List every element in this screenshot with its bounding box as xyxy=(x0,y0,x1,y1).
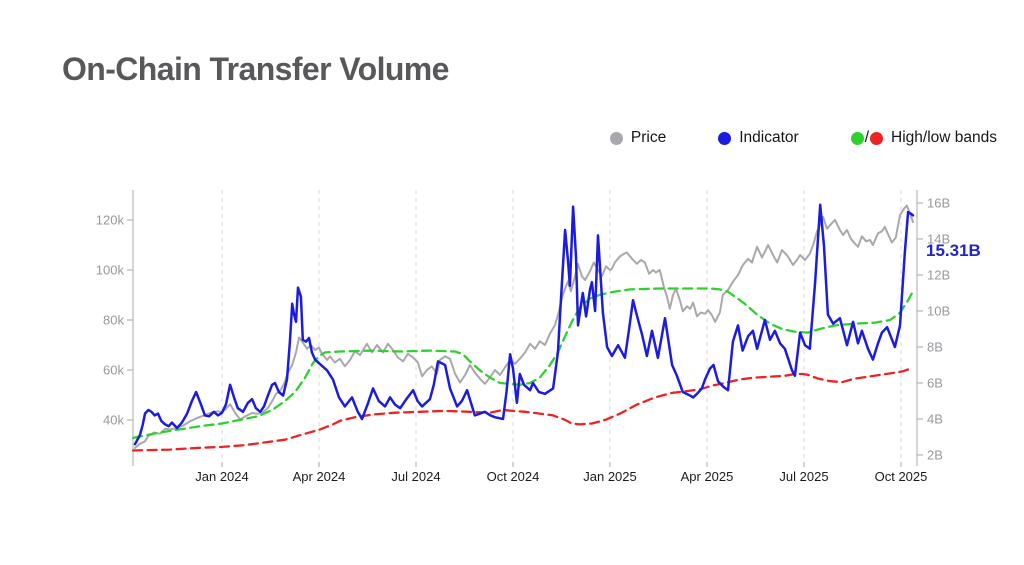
price-line xyxy=(134,204,914,449)
right-axis-tick-label: 8B xyxy=(927,340,943,355)
legend-separator: / xyxy=(864,129,870,146)
x-axis-tick-label: Jul 2024 xyxy=(391,469,440,484)
legend-label-indicator: Indicator xyxy=(739,129,799,146)
right-axis-tick-label: 16B xyxy=(927,196,950,211)
x-axis-tick-label: Oct 2025 xyxy=(875,469,928,484)
chart-legend: Price Indicator / High/low bands xyxy=(609,127,997,149)
x-axis-tick-label: Apr 2025 xyxy=(681,469,734,484)
legend-label-bands: High/low bands xyxy=(891,129,997,146)
left-axis-tick-label: 100k xyxy=(96,263,125,278)
high_band-line xyxy=(131,287,915,440)
right-axis-tick-label: 10B xyxy=(927,304,950,319)
indicator-legend-dot-icon xyxy=(718,131,732,145)
left-axis-tick-label: 80k xyxy=(103,313,124,328)
left-axis-tick-label: 60k xyxy=(103,363,124,378)
latest-value-annotation: 15.31B xyxy=(926,241,981,260)
x-axis-tick-label: Jan 2025 xyxy=(583,469,637,484)
right-axis-tick-label: 6B xyxy=(927,376,943,391)
right-axis-tick-label: 4B xyxy=(927,412,943,427)
right-axis-labels: 2B 4B 6B 8B 10B 12B 14B 16B xyxy=(917,196,950,463)
left-axis-tick-label: 40k xyxy=(103,413,124,428)
price-legend-dot-icon xyxy=(609,131,623,145)
x-axis-labels: Jan 2024 Apr 2024 Jul 2024 Oct 2024 Jan 2025… xyxy=(195,462,927,484)
x-axis-tick-label: Jan 2024 xyxy=(195,469,249,484)
high-band-legend-dot-icon xyxy=(850,131,864,145)
right-axis-tick-label: 12B xyxy=(927,268,950,283)
x-axis-tick-label: Oct 2024 xyxy=(487,469,540,484)
band-legend-dots: / xyxy=(850,129,884,147)
left-axis-tick-label: 120k xyxy=(96,213,125,228)
right-axis-tick-label: 2B xyxy=(927,448,943,463)
indicator-line xyxy=(133,203,915,446)
x-axis-tick-label: Jul 2025 xyxy=(779,469,828,484)
x-axis-tick-label: Apr 2024 xyxy=(293,469,346,484)
right-axis-tick-label: 14B xyxy=(927,232,950,247)
legend-item-price[interactable]: Price xyxy=(609,129,667,147)
legend-item-bands[interactable]: / High/low bands xyxy=(850,129,997,147)
legend-item-indicator[interactable]: Indicator xyxy=(718,129,799,147)
low_band-line xyxy=(131,366,915,452)
page-title: On-Chain Transfer Volume xyxy=(62,51,449,87)
series-lines xyxy=(131,203,915,452)
axes xyxy=(132,190,918,466)
grid-lines xyxy=(221,190,902,462)
legend-label-price: Price xyxy=(630,129,667,146)
low-band-legend-dot-icon xyxy=(870,131,884,145)
left-axis-labels: 40k 60k 80k 100k 120k xyxy=(96,213,133,428)
